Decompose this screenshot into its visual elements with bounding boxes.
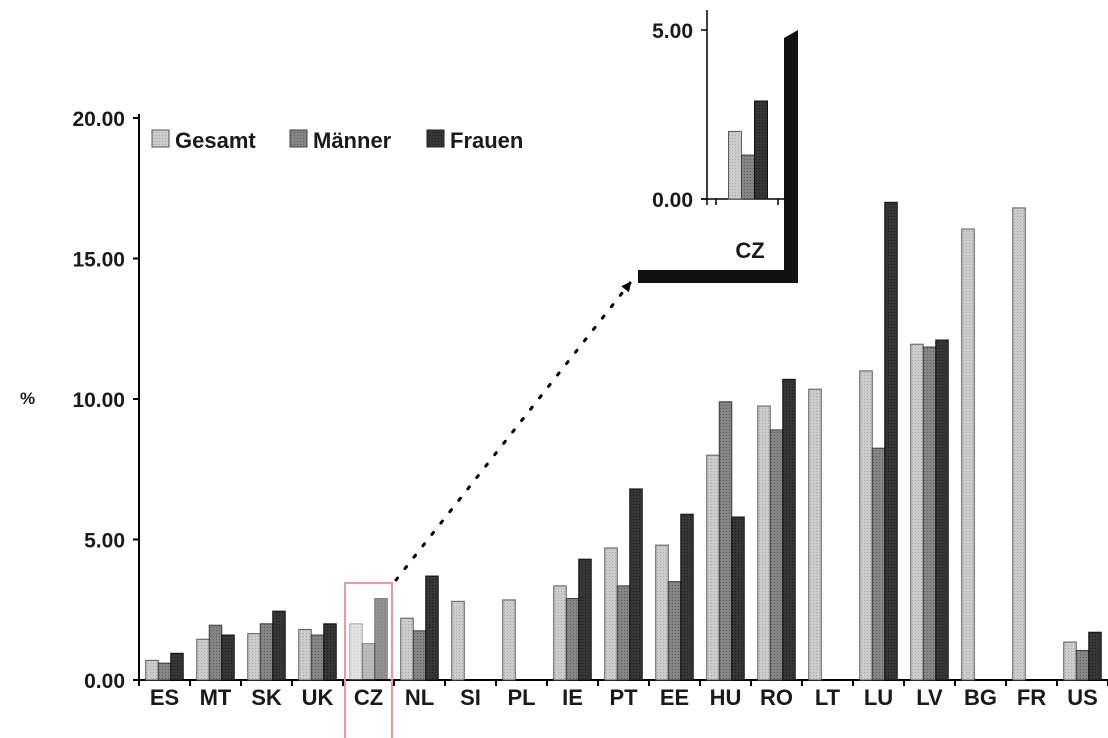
bar-uk-gesamt bbox=[298, 628, 312, 681]
x-tick-label-nl: NL bbox=[405, 685, 434, 710]
bar-nl-maenner bbox=[412, 630, 427, 681]
bar-bg-gesamt bbox=[961, 228, 975, 681]
legend: Gesamt Männer Frauen bbox=[151, 128, 523, 153]
x-tick-label-pl: PL bbox=[507, 685, 535, 710]
y-axis-label: % bbox=[20, 389, 35, 408]
bar-cz-frauen bbox=[374, 598, 388, 681]
bar-ie-frauen bbox=[578, 558, 592, 681]
bar-pl-gesamt bbox=[502, 599, 516, 681]
bar-nl-frauen bbox=[425, 575, 439, 681]
bar-es-frauen bbox=[170, 652, 184, 681]
x-tick-label-cz: CZ bbox=[354, 685, 383, 710]
legend-label-frauen: Frauen bbox=[450, 128, 523, 153]
inset-shadow bbox=[638, 30, 798, 283]
bar-nl-gesamt bbox=[400, 617, 414, 681]
legend-swatch-frauen bbox=[426, 129, 445, 148]
y-tick-label: 0.00 bbox=[84, 670, 125, 693]
bar-sk-maenner bbox=[259, 623, 274, 681]
x-tick-label-si: SI bbox=[460, 685, 481, 710]
bar-mt-gesamt bbox=[196, 638, 210, 681]
bar-ro-maenner bbox=[769, 429, 784, 681]
x-tick-label-ie: IE bbox=[562, 685, 583, 710]
x-tick-label-uk: UK bbox=[302, 685, 334, 710]
bar-lv-frauen bbox=[935, 339, 949, 681]
bar-ee-maenner bbox=[667, 581, 682, 681]
bar-ee-gesamt bbox=[655, 544, 669, 681]
bar-ro-frauen bbox=[782, 378, 796, 681]
highlight-box-cz bbox=[344, 582, 393, 738]
x-tick-label-hu: HU bbox=[710, 685, 742, 710]
bar-mt-frauen bbox=[221, 634, 235, 681]
legend-swatch-gesamt bbox=[151, 129, 170, 148]
y-tick-label: 5.00 bbox=[84, 530, 125, 553]
x-tick-label-pt: PT bbox=[609, 685, 638, 710]
bar-cz-maenner bbox=[361, 642, 376, 681]
x-tick-label-fr: FR bbox=[1017, 685, 1046, 710]
inset-y-tick-label: 5.00 bbox=[652, 20, 693, 43]
bar-pt-gesamt bbox=[604, 547, 618, 681]
inset-y-tick-label: 0.00 bbox=[652, 189, 693, 212]
x-tick-label-mt: MT bbox=[200, 685, 232, 710]
bar-us-frauen bbox=[1088, 631, 1102, 681]
bar-uk-frauen bbox=[323, 623, 337, 681]
bar-sk-frauen bbox=[272, 610, 286, 681]
bar-lu-frauen bbox=[884, 201, 898, 681]
x-tick-label-sk: SK bbox=[251, 685, 282, 710]
bar-ie-maenner bbox=[565, 598, 580, 681]
x-tick-label-ee: EE bbox=[660, 685, 689, 710]
bar-lv-maenner bbox=[922, 346, 937, 681]
y-tick-label: 10.00 bbox=[72, 389, 125, 412]
inset-category-label: CZ bbox=[735, 238, 764, 263]
bar-mt-maenner bbox=[208, 624, 223, 681]
inset-plot: 0.00 5.00 CZ bbox=[652, 10, 784, 263]
bar-cz-gesamt bbox=[349, 623, 363, 681]
bar-ie-gesamt bbox=[553, 585, 567, 681]
inset-zoom-panel: 0.00 5.00 CZ bbox=[638, 10, 798, 283]
bar-ro-gesamt bbox=[757, 405, 771, 681]
bar-lt-gesamt bbox=[808, 388, 822, 681]
legend-label-maenner: Männer bbox=[313, 128, 392, 153]
bar-lu-maenner bbox=[871, 447, 886, 681]
x-tick-label-ro: RO bbox=[760, 685, 793, 710]
bar-hu-frauen bbox=[731, 516, 745, 681]
x-tick-label-us: US bbox=[1067, 685, 1098, 710]
bar-hu-maenner bbox=[718, 401, 733, 681]
x-tick-label-lu: LU bbox=[864, 685, 893, 710]
legend-label-gesamt: Gesamt bbox=[175, 128, 256, 153]
legend-swatch-maenner bbox=[289, 129, 308, 148]
x-tick-label-bg: BG bbox=[964, 685, 997, 710]
inset-bar-cz-frauen bbox=[754, 100, 768, 200]
x-tick-label-lv: LV bbox=[916, 685, 943, 710]
main-plot: 0.00 5.00 10.00 15.00 20.00% ES MT SK UK CZ NL SI PL… bbox=[20, 108, 1108, 738]
bar-sk-gesamt bbox=[247, 633, 261, 681]
bar-si-gesamt bbox=[451, 600, 465, 681]
bar-es-gesamt bbox=[145, 659, 159, 681]
inset-bar-cz-gesamt bbox=[728, 130, 742, 200]
x-tick-label-es: ES bbox=[150, 685, 179, 710]
bar-lu-gesamt bbox=[859, 370, 873, 681]
bar-hu-gesamt bbox=[706, 454, 720, 681]
bar-pt-frauen bbox=[629, 488, 643, 681]
bar-us-gesamt bbox=[1063, 641, 1077, 681]
y-tick-label: 20.00 bbox=[72, 108, 125, 131]
y-tick-label: 15.00 bbox=[72, 249, 125, 272]
bar-us-maenner bbox=[1075, 649, 1090, 681]
bar-es-maenner bbox=[157, 662, 172, 681]
bar-pt-maenner bbox=[616, 585, 631, 681]
zoom-arrow bbox=[394, 281, 632, 582]
x-tick-label-lt: LT bbox=[815, 685, 841, 710]
bar-fr-gesamt bbox=[1012, 207, 1026, 681]
inset-bar-cz-maenner bbox=[741, 154, 755, 200]
bar-lv-gesamt bbox=[910, 343, 924, 681]
bar-ee-frauen bbox=[680, 513, 694, 681]
bar-uk-maenner bbox=[310, 634, 325, 681]
